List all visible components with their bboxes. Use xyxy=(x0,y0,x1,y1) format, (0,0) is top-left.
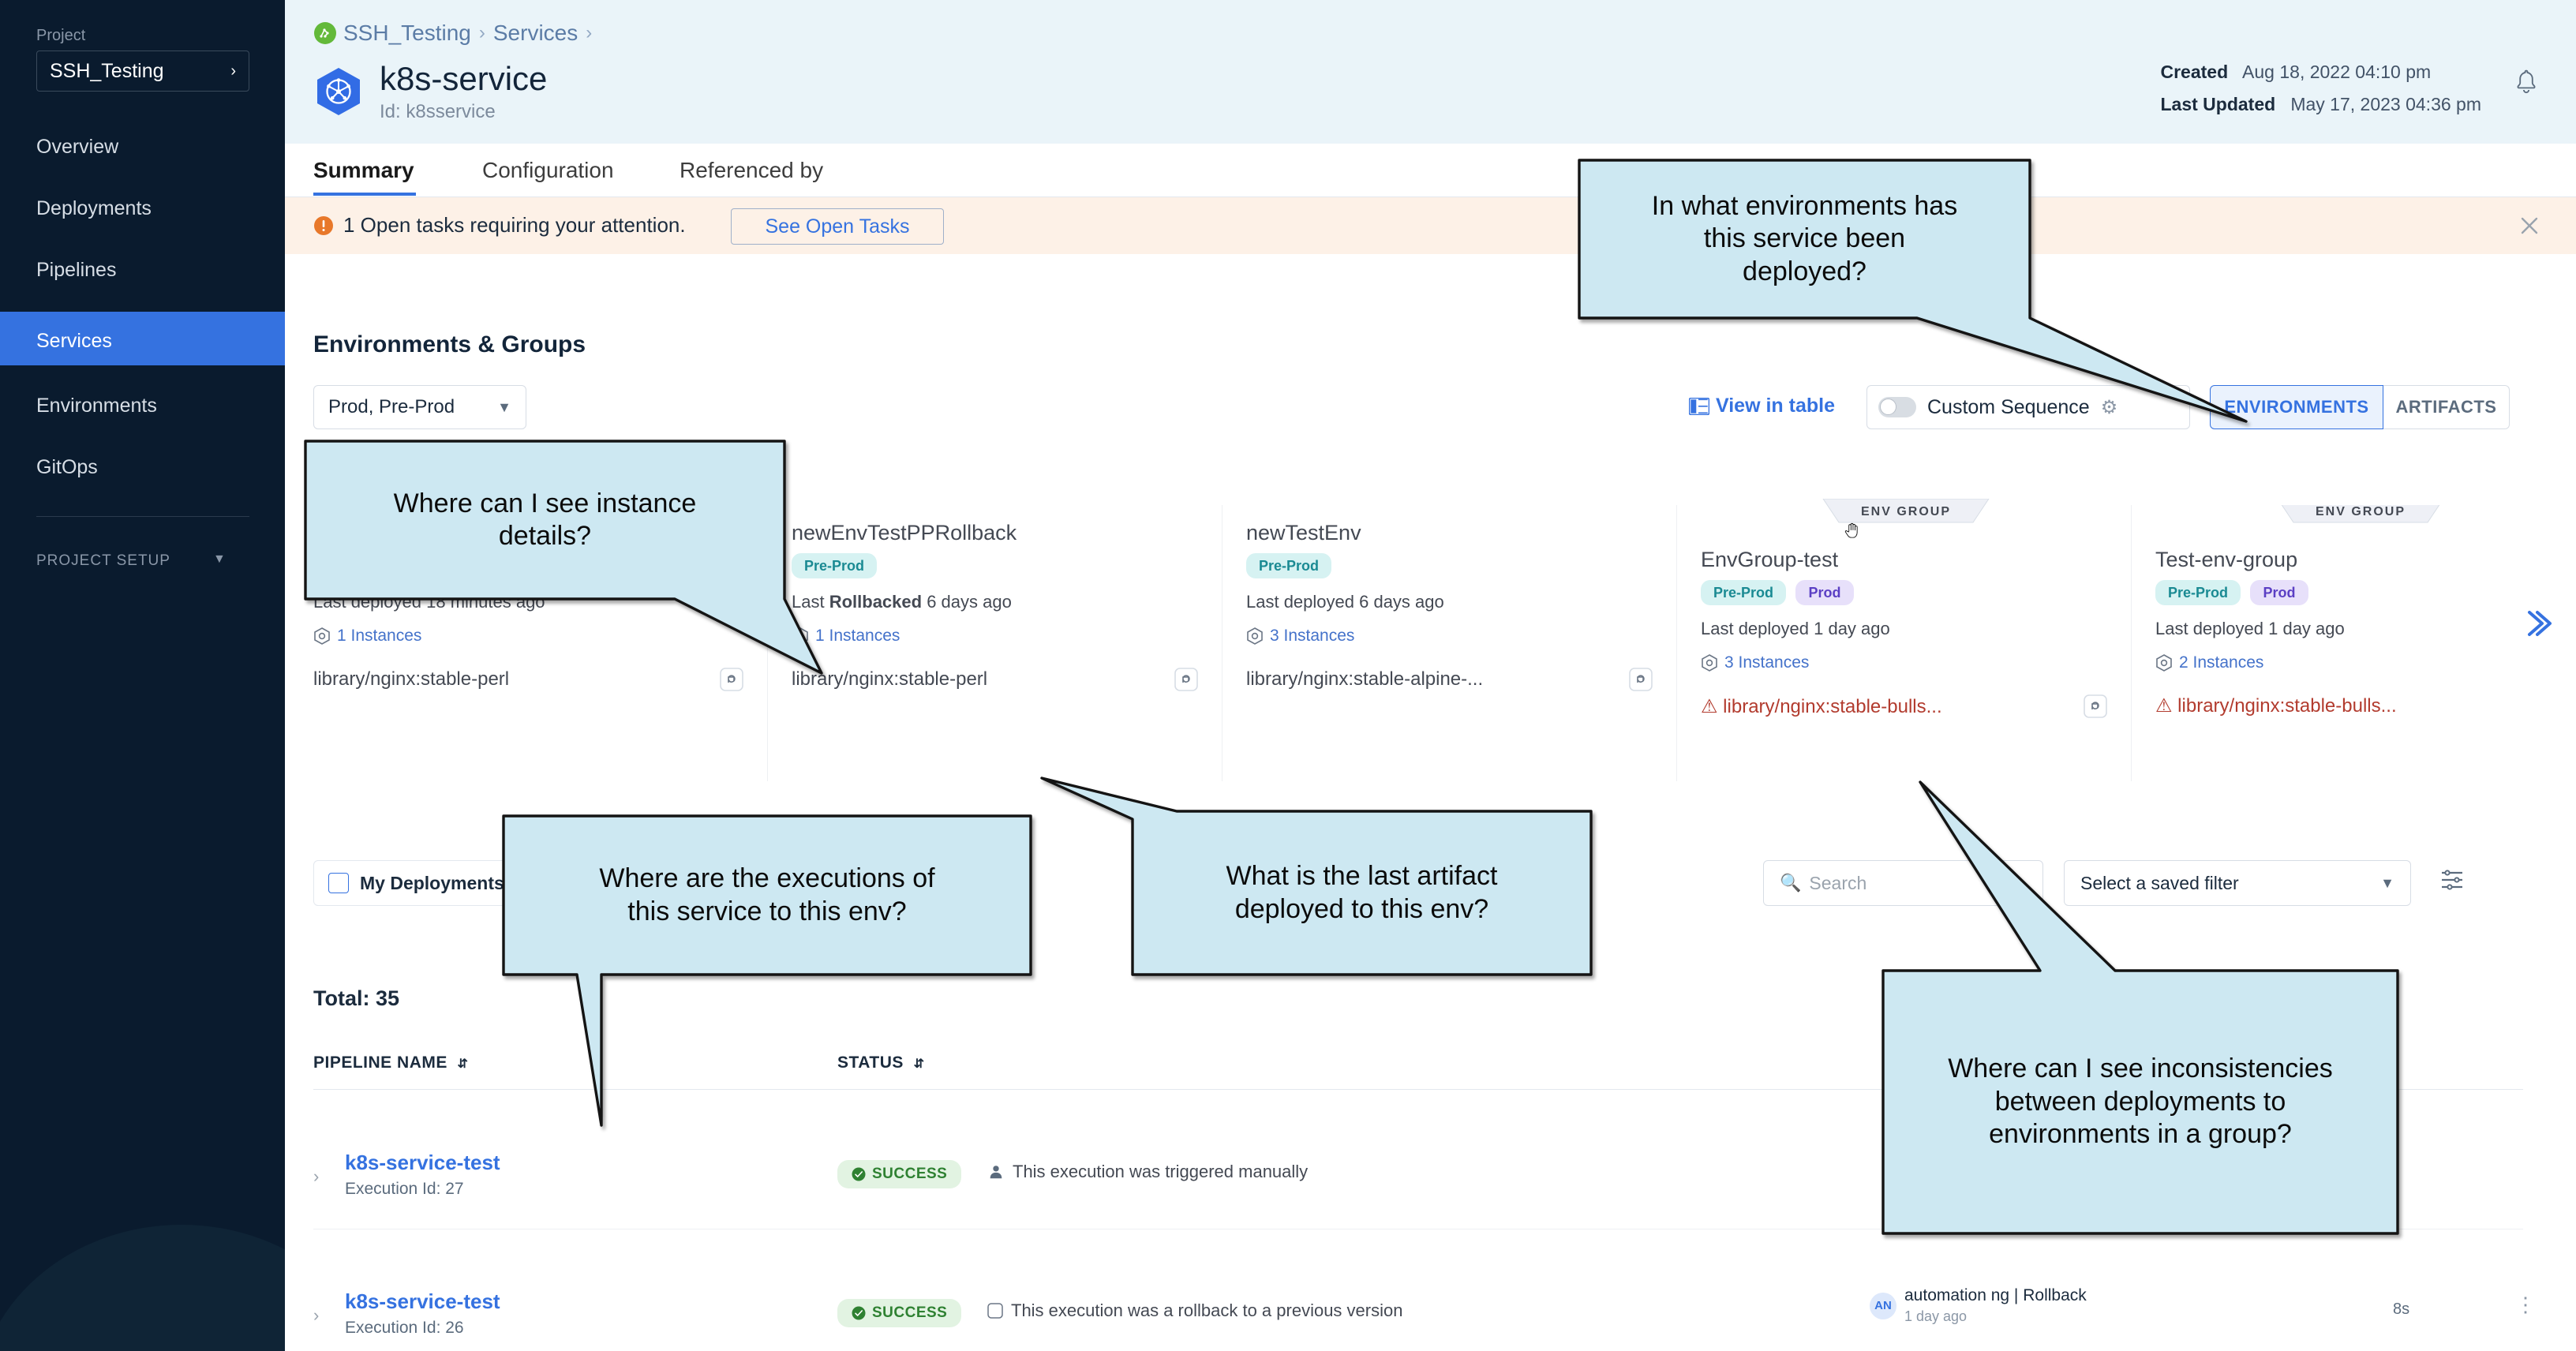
svg-text:ENV GROUP: ENV GROUP xyxy=(2316,505,2406,518)
svg-text:ENV GROUP: ENV GROUP xyxy=(1861,505,1951,518)
